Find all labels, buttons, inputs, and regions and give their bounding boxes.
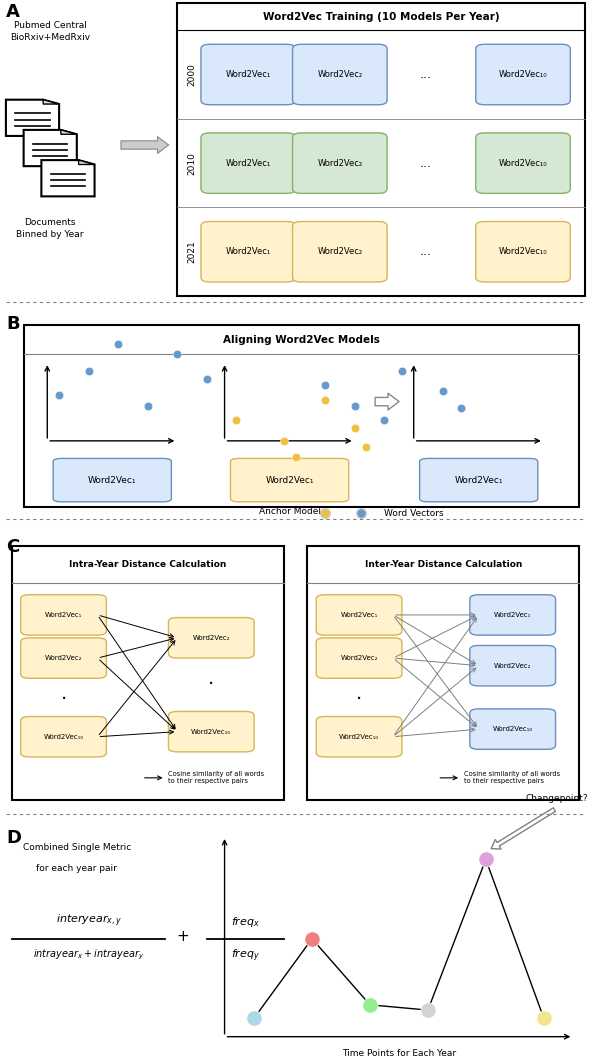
FancyBboxPatch shape	[476, 132, 570, 193]
Polygon shape	[6, 100, 59, 136]
Text: Time Points for Each Year: Time Points for Each Year	[342, 1048, 456, 1058]
Polygon shape	[61, 130, 77, 135]
FancyArrowPatch shape	[121, 137, 168, 154]
FancyBboxPatch shape	[21, 595, 106, 635]
Text: Word2Vec₁: Word2Vec₁	[454, 476, 503, 484]
Text: $freq_{x}$: $freq_{x}$	[230, 916, 260, 930]
FancyBboxPatch shape	[168, 618, 254, 658]
Text: Changepoint?: Changepoint?	[525, 795, 588, 803]
FancyBboxPatch shape	[21, 638, 106, 678]
Text: Word2Vec₁: Word2Vec₁	[88, 476, 137, 484]
Text: Combined Single Metric: Combined Single Metric	[22, 843, 131, 852]
Text: $intrayear_{x} + intrayear_{y}$: $intrayear_{x} + intrayear_{y}$	[33, 948, 144, 962]
Text: Word2Vec Training (10 Models Per Year): Word2Vec Training (10 Models Per Year)	[263, 12, 499, 21]
Text: .: .	[60, 684, 67, 703]
Text: Anchor Model: Anchor Model	[259, 507, 320, 516]
Text: Word2Vec₁: Word2Vec₁	[340, 612, 378, 618]
Text: A: A	[6, 3, 20, 21]
Text: Word2Vec₁₀: Word2Vec₁₀	[339, 734, 379, 740]
Text: Word2Vec₂: Word2Vec₂	[494, 662, 531, 669]
FancyBboxPatch shape	[293, 222, 387, 282]
Text: Word2Vec₂: Word2Vec₂	[317, 70, 362, 80]
Bar	[307, 547, 579, 800]
Text: Word2Vec₁₀: Word2Vec₁₀	[493, 726, 532, 732]
Text: $freq_{y}$: $freq_{y}$	[230, 948, 260, 965]
Polygon shape	[41, 160, 95, 196]
FancyBboxPatch shape	[230, 458, 349, 501]
Text: Word2Vec₂: Word2Vec₂	[340, 655, 378, 661]
FancyBboxPatch shape	[470, 595, 556, 635]
FancyBboxPatch shape	[293, 45, 387, 105]
FancyBboxPatch shape	[316, 638, 402, 678]
Text: 2010: 2010	[187, 152, 197, 175]
Text: +: +	[177, 929, 190, 943]
FancyBboxPatch shape	[201, 132, 296, 193]
Text: Word2Vec₂: Word2Vec₂	[193, 635, 230, 641]
Text: .: .	[208, 669, 215, 688]
Text: Word2Vec₂: Word2Vec₂	[317, 159, 362, 167]
FancyBboxPatch shape	[470, 709, 556, 749]
Text: Binned by Year: Binned by Year	[17, 230, 84, 239]
Text: $interyear_{x,y}$: $interyear_{x,y}$	[56, 913, 122, 930]
FancyArrowPatch shape	[375, 393, 399, 410]
FancyBboxPatch shape	[420, 458, 538, 501]
Text: Documents: Documents	[24, 217, 76, 227]
Text: Word2Vec₁: Word2Vec₁	[226, 159, 271, 167]
Text: Word Vectors: Word Vectors	[384, 509, 444, 517]
Text: Aligning Word2Vec Models: Aligning Word2Vec Models	[223, 335, 380, 344]
Bar	[12, 547, 284, 800]
Text: Word2Vec₁₀: Word2Vec₁₀	[499, 70, 547, 80]
FancyBboxPatch shape	[21, 717, 106, 757]
Text: ...: ...	[420, 68, 431, 81]
Text: Word2Vec₁: Word2Vec₁	[494, 612, 531, 618]
Bar	[177, 3, 585, 296]
FancyBboxPatch shape	[470, 646, 556, 686]
Bar	[24, 325, 579, 507]
Text: Intra-Year Distance Calculation: Intra-Year Distance Calculation	[69, 560, 226, 569]
Text: Word2Vec₂: Word2Vec₂	[45, 655, 82, 661]
Text: Word2Vec₂: Word2Vec₂	[317, 247, 362, 257]
Text: 2021: 2021	[187, 241, 197, 263]
Text: Word2Vec₁: Word2Vec₁	[226, 70, 271, 80]
Text: Cosine similarity of all words
to their respective pairs: Cosine similarity of all words to their …	[168, 772, 265, 784]
Text: 2000: 2000	[187, 64, 197, 86]
FancyBboxPatch shape	[53, 458, 171, 501]
Text: Word2Vec₁: Word2Vec₁	[265, 476, 314, 484]
Text: B: B	[6, 315, 20, 333]
Text: ...: ...	[420, 245, 431, 259]
FancyBboxPatch shape	[293, 132, 387, 193]
FancyBboxPatch shape	[476, 45, 570, 105]
Text: Word2Vec₁₀: Word2Vec₁₀	[499, 159, 547, 167]
Text: Word2Vec₁₀: Word2Vec₁₀	[191, 728, 231, 735]
Text: Inter-Year Distance Calculation: Inter-Year Distance Calculation	[365, 560, 522, 569]
Text: Word2Vec₁: Word2Vec₁	[45, 612, 82, 618]
FancyBboxPatch shape	[316, 717, 402, 757]
Text: Word2Vec₁₀: Word2Vec₁₀	[44, 734, 83, 740]
Text: BioRxiv+MedRxiv: BioRxiv+MedRxiv	[10, 33, 90, 42]
Polygon shape	[43, 100, 59, 104]
Text: for each year pair: for each year pair	[37, 864, 117, 873]
Text: D: D	[6, 829, 21, 847]
FancyBboxPatch shape	[201, 45, 296, 105]
Text: Word2Vec₁: Word2Vec₁	[226, 247, 271, 257]
Text: Word2Vec₁₀: Word2Vec₁₀	[499, 247, 547, 257]
FancyBboxPatch shape	[168, 711, 254, 752]
Text: ...: ...	[420, 157, 431, 170]
Text: Cosine similarity of all words
to their respective pairs: Cosine similarity of all words to their …	[464, 772, 560, 784]
FancyBboxPatch shape	[201, 222, 296, 282]
Polygon shape	[79, 160, 95, 164]
FancyBboxPatch shape	[316, 595, 402, 635]
Text: Pubmed Central: Pubmed Central	[14, 21, 87, 30]
Text: .: .	[356, 684, 362, 703]
Text: C: C	[6, 538, 19, 556]
Polygon shape	[24, 130, 77, 166]
FancyBboxPatch shape	[476, 222, 570, 282]
